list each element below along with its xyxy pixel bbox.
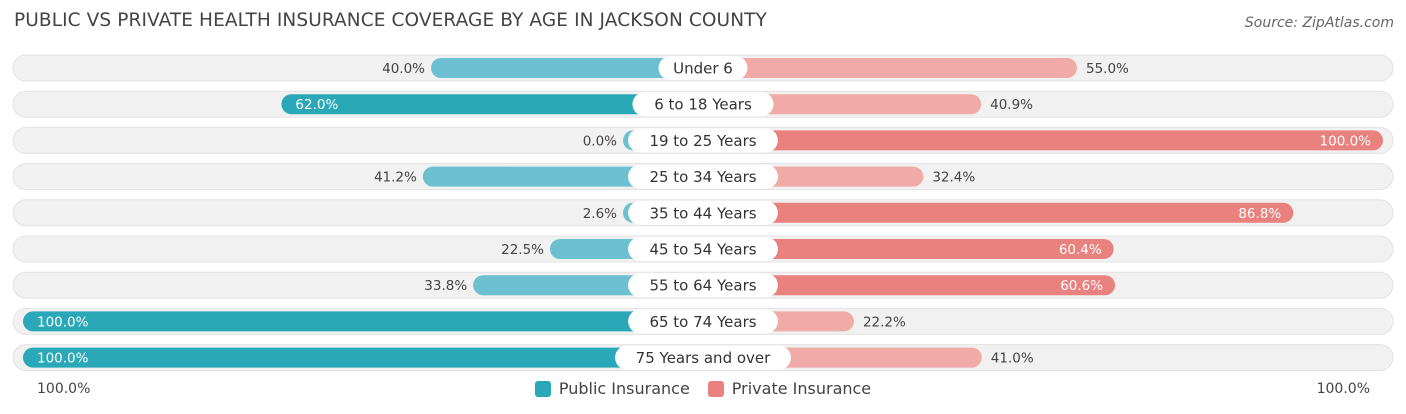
category-label: 75 Years and over (636, 349, 771, 367)
public-bar (23, 347, 703, 368)
private-value-label: 100.0% (1320, 133, 1372, 149)
public-value-label: 40.0% (382, 61, 425, 77)
chart-title: PUBLIC VS PRIVATE HEALTH INSURANCE COVER… (14, 10, 767, 31)
public-value-label: 2.6% (583, 206, 617, 222)
legend-item-public[interactable]: Public Insurance (534, 379, 690, 398)
public-bar (23, 311, 703, 332)
public-value-label: 0.0% (583, 133, 617, 149)
private-value-label: 55.0% (1086, 61, 1129, 77)
category-label: 19 to 25 Years (649, 132, 756, 150)
category-label: 25 to 34 Years (649, 168, 756, 186)
private-value-label: 41.0% (991, 351, 1034, 367)
private-value-label: 32.4% (932, 170, 975, 186)
category-pill (628, 309, 778, 334)
public-value-label: 33.8% (424, 278, 467, 294)
private-value-label: 40.9% (990, 97, 1033, 113)
private-value-label: 60.4% (1059, 242, 1102, 258)
legend: Public Insurance Private Insurance (0, 379, 1406, 398)
private-bar (703, 202, 1294, 223)
public-value-label: 41.2% (374, 170, 417, 186)
public-bar (281, 94, 703, 115)
legend-item-private[interactable]: Private Insurance (707, 379, 872, 398)
category-label: 6 to 18 Years (654, 96, 752, 114)
source-credit: Source: ZipAtlas.com (1244, 15, 1394, 31)
category-label: 45 to 54 Years (649, 241, 756, 259)
category-pill (628, 273, 778, 298)
category-label: 65 to 74 Years (649, 313, 756, 331)
public-value-label: 22.5% (501, 242, 544, 258)
category-label: 35 to 44 Years (649, 204, 756, 222)
private-value-label: 22.2% (863, 314, 906, 330)
category-label: Under 6 (673, 60, 733, 78)
private-bar (703, 58, 1077, 78)
public-value-label: 100.0% (37, 351, 89, 367)
category-label: 55 to 64 Years (649, 277, 756, 295)
category-pill (628, 200, 778, 225)
private-value-label: 86.8% (1238, 206, 1281, 222)
public-bar (431, 58, 703, 78)
category-pill (628, 164, 778, 189)
private-bar (703, 275, 1116, 296)
category-pill (658, 56, 748, 80)
axis-right-label: 100.0% (1316, 381, 1370, 397)
legend-swatch-public (534, 380, 551, 397)
category-pill (628, 237, 778, 261)
axis-left-label: 100.0% (37, 381, 91, 397)
legend-swatch-private (707, 380, 724, 397)
category-pill (628, 128, 778, 153)
category-pill (632, 92, 774, 117)
private-bar (703, 94, 982, 115)
private-bar (703, 130, 1383, 151)
public-value-label: 62.0% (295, 97, 338, 113)
private-value-label: 60.6% (1060, 278, 1103, 294)
legend-label-public: Public Insurance (558, 379, 690, 398)
public-value-label: 100.0% (37, 314, 89, 330)
private-bar (703, 239, 1114, 259)
legend-label-private: Private Insurance (731, 379, 872, 398)
category-pill (615, 345, 791, 370)
